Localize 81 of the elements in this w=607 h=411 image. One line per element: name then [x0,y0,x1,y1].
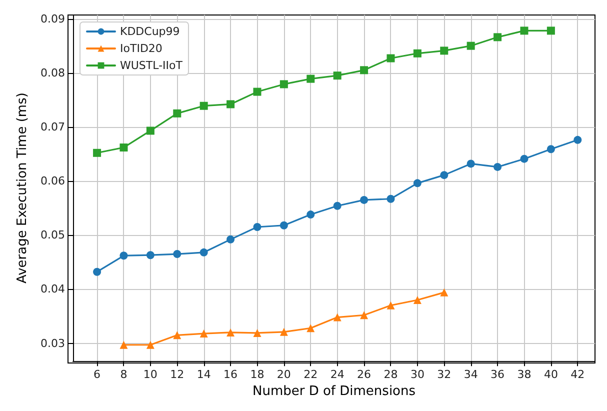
y-tick-label: 0.07 [40,120,65,134]
point [173,250,182,258]
x-tick-label: 26 [357,368,372,382]
point [413,49,422,58]
point [386,54,395,62]
point [333,313,342,322]
point [360,311,368,320]
x-tick-label: 18 [250,368,264,382]
point [226,235,235,244]
y-axis-title: Average Execution Time (ms) [15,92,30,284]
x-tick-label: 6 [94,368,101,382]
point [386,301,395,310]
point [253,328,262,337]
point [146,126,154,135]
point [93,148,102,157]
legend-label: WUSTL-IIoT [120,59,183,72]
x-tick-label: 34 [464,368,478,382]
point [466,160,475,168]
point [146,251,154,260]
point [253,88,262,96]
point [360,196,368,204]
x-tick-label: 36 [490,368,505,382]
point [280,80,288,88]
y-tick-label: 0.05 [40,228,65,242]
point [200,102,208,110]
point [494,33,502,42]
point [173,109,182,118]
y-tick-label: 0.03 [40,336,65,350]
x-tick-label: 22 [304,368,318,382]
point [386,194,395,203]
point [413,296,422,304]
x-tick-label: 10 [143,368,158,382]
point [146,340,154,349]
point [333,202,342,210]
y-tick-label: 0.09 [40,12,65,26]
x-tick-label: 12 [170,368,184,382]
x-tick-label: 20 [276,368,291,382]
point [306,74,315,83]
point [546,26,555,35]
point [226,328,235,336]
x-tick-label: 38 [517,368,532,382]
point [440,171,448,180]
x-tick-label: 16 [224,368,238,382]
x-tick-label: 30 [410,368,424,382]
point [440,46,448,55]
point [520,26,528,35]
point [306,210,315,219]
point [413,179,422,188]
y-tick-label: 0.08 [40,66,65,80]
point [520,154,528,163]
x-tick-label: 40 [544,368,558,382]
x-tick-label: 14 [196,368,211,382]
point [306,324,315,332]
x-tick-label: 28 [384,368,398,382]
point [360,66,368,74]
x-axis-title: Number D of Dimensions [252,384,416,399]
point [253,222,262,231]
point [280,221,288,230]
point [200,330,208,338]
point [173,331,182,340]
point [120,340,128,349]
point [546,145,555,154]
legend-label: KDDCup99 [120,25,180,38]
y-tick-label: 0.04 [40,282,65,296]
point [120,252,128,260]
point [200,248,208,256]
point [333,72,342,80]
legend-label: IoTID20 [120,42,162,55]
point [440,288,448,296]
point [494,162,502,171]
x-tick-label: 32 [437,368,452,382]
point [280,328,288,336]
point [574,136,582,144]
x-tick-label: 8 [120,368,128,382]
x-tick-label: 24 [330,368,344,382]
y-tick-label: 0.06 [40,174,65,188]
point [120,143,128,152]
point [466,42,475,50]
point [226,100,235,108]
x-tick-label: 42 [570,368,585,382]
point [93,268,102,276]
